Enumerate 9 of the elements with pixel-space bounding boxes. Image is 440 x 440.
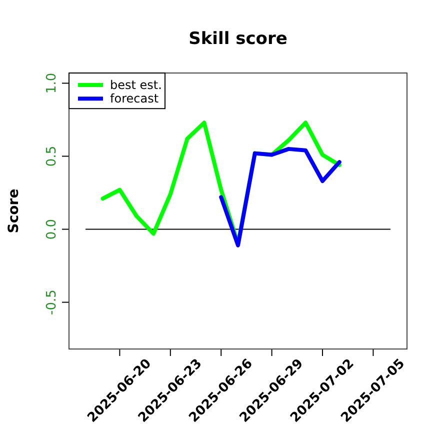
legend-label: forecast	[110, 92, 159, 106]
y-tick-label: 0.0	[44, 218, 60, 240]
legend-label: best est.	[110, 78, 162, 92]
y-tick-label: -0.5	[44, 290, 60, 315]
y-axis-title: Score	[6, 188, 22, 234]
y-tick-label: 0.5	[44, 146, 60, 167]
chart-title: Skill score	[188, 29, 288, 49]
y-tick-label: 1.0	[44, 72, 60, 94]
line-series	[219, 146, 342, 248]
